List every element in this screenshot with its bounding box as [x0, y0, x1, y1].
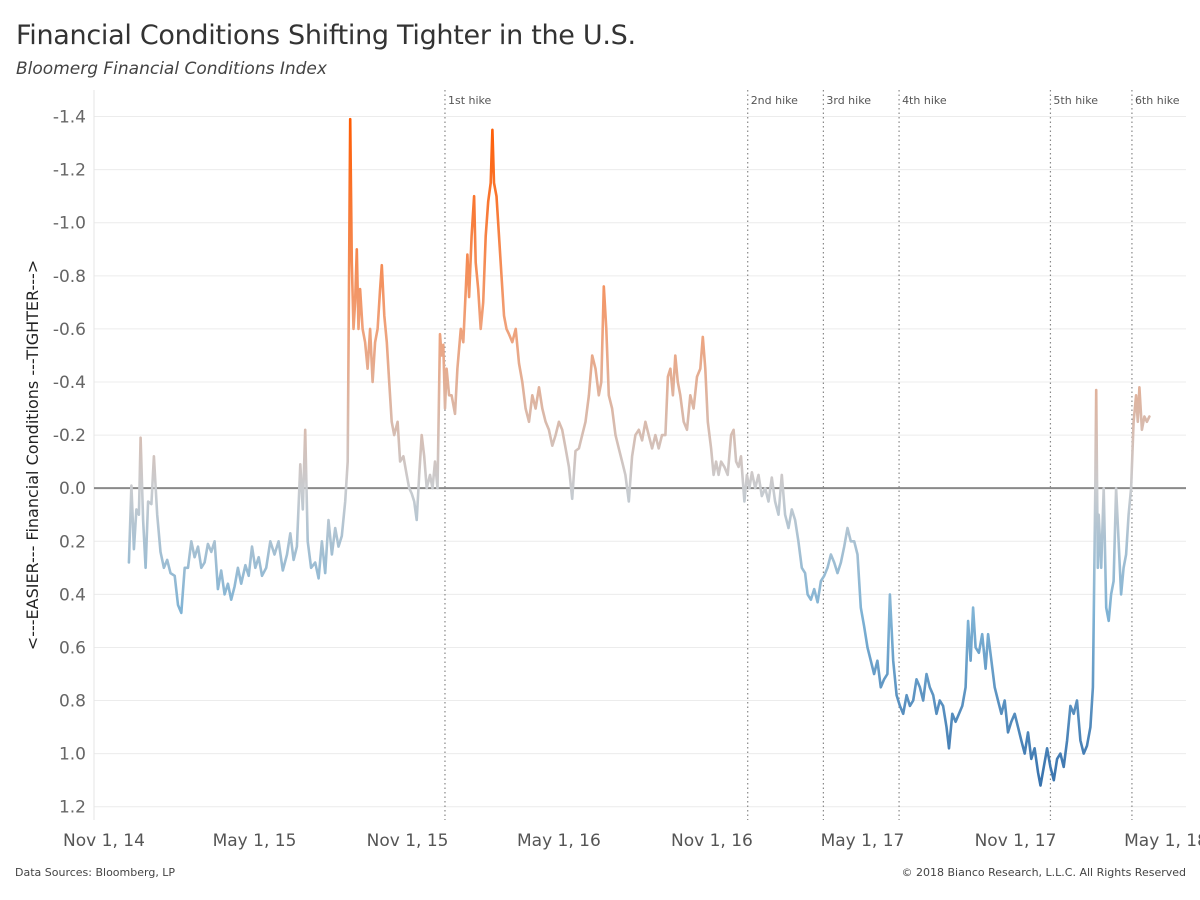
- rate-hike-label: 3rd hike: [826, 94, 871, 107]
- x-tick-label: Nov 1, 14: [63, 831, 145, 851]
- rate-hike-label: 4th hike: [902, 94, 947, 107]
- series-layer: [127, 117, 1151, 787]
- y-tick-label: -0.2: [53, 426, 86, 446]
- y-tick-label: -1.0: [53, 214, 86, 234]
- x-tick-label: Nov 1, 17: [975, 831, 1057, 851]
- x-tick-label: Nov 1, 15: [367, 831, 449, 851]
- y-tick-label: 1.2: [59, 798, 86, 818]
- gridlines: [93, 90, 1186, 820]
- y-tick-label: -0.6: [53, 320, 86, 340]
- rate-hike-label: 5th hike: [1053, 94, 1098, 107]
- x-tick-label: May 1, 15: [213, 831, 297, 851]
- data-source-note: Data Sources: Bloomberg, LP: [15, 866, 176, 879]
- y-tick-label: -1.4: [53, 108, 86, 128]
- y-tick-label: -0.4: [53, 373, 86, 393]
- rate-hike-label: 1st hike: [448, 94, 492, 107]
- y-tick-label: -0.8: [53, 267, 86, 287]
- y-axis-ticks: -1.4 -1.2 -1.0 -0.8 -0.6 -0.4 -0.2 0.0 0.2 0.4 0.6…: [53, 108, 86, 818]
- x-tick-label: May 1, 16: [517, 831, 601, 851]
- y-tick-label: 1.0: [59, 745, 86, 765]
- y-tick-label: 0.0: [59, 479, 86, 499]
- x-tick-label: May 1, 17: [821, 831, 905, 851]
- y-axis-label: <---EASIER--- Financial Conditions ---TI…: [23, 260, 42, 650]
- y-tick-label: 0.4: [59, 585, 86, 605]
- copyright-note: © 2018 Bianco Research, L.L.C. All Right…: [901, 866, 1186, 879]
- y-tick-label: -1.2: [53, 161, 86, 181]
- series-line-fci: [127, 117, 1151, 787]
- chart-subtitle: Bloomerg Financial Conditions Index: [16, 59, 327, 79]
- x-tick-label: May 1, 18: [1124, 831, 1200, 851]
- y-tick-label: 0.6: [59, 638, 86, 658]
- chart-title: Financial Conditions Shifting Tighter in…: [16, 20, 636, 51]
- rate-hike-label: 6th hike: [1135, 94, 1180, 107]
- y-tick-label: 0.2: [59, 532, 86, 552]
- x-axis-ticks: Nov 1, 14 May 1, 15 Nov 1, 15 May 1, 16 Nov …: [63, 831, 1200, 851]
- y-tick-label: 0.8: [59, 692, 86, 712]
- x-tick-label: Nov 1, 16: [671, 831, 753, 851]
- rate-hike-label: 2nd hike: [751, 94, 798, 107]
